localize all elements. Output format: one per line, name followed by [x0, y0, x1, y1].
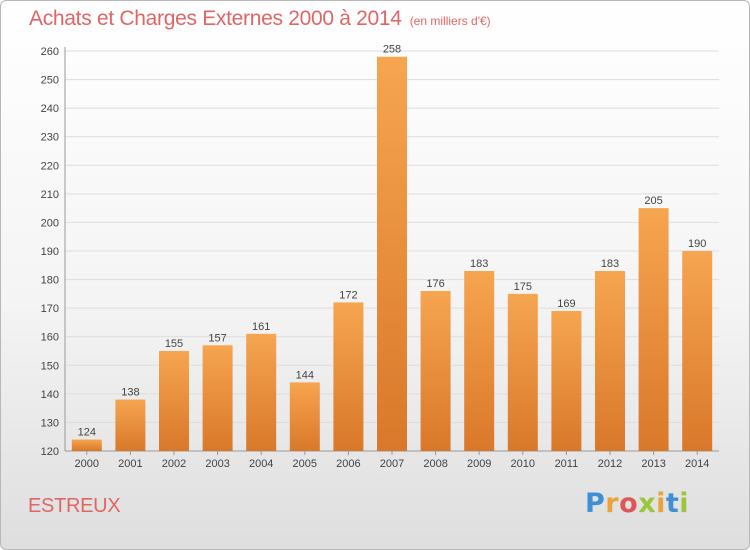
y-tick-label: 130 [41, 417, 59, 429]
proxiti-logo: Proxiti [585, 488, 689, 519]
x-tick-label: 2011 [555, 458, 579, 470]
bar-2012 [595, 271, 625, 451]
brand-letter: x [638, 488, 657, 519]
x-tick-label: 2012 [598, 458, 622, 470]
bar-2006 [333, 302, 364, 451]
x-tick-label: 2009 [467, 458, 491, 470]
x-tick-label: 2013 [641, 458, 665, 470]
y-tick-label: 180 [41, 275, 59, 287]
y-tick-label: 190 [41, 246, 59, 258]
y-tick-label: 120 [41, 446, 59, 458]
brand-letter: P [585, 488, 606, 519]
y-tick-label: 220 [41, 160, 59, 172]
x-tick-label: 2001 [118, 458, 142, 470]
data-label-2011: 169 [557, 298, 575, 310]
y-tick-label: 230 [41, 132, 59, 144]
data-label-2003: 157 [208, 332, 226, 344]
bar-2014 [682, 251, 713, 451]
bar-2004 [246, 333, 277, 451]
y-tick-label: 250 [41, 75, 59, 87]
y-tick-label: 140 [41, 389, 59, 401]
y-tick-label: 260 [41, 46, 59, 58]
y-tick-label: 150 [41, 360, 59, 372]
x-tick-label: 2006 [336, 458, 360, 470]
y-tick-label: 160 [41, 332, 59, 344]
data-label-2010: 175 [514, 281, 532, 293]
bar-2003 [202, 345, 233, 451]
data-label-2000: 124 [78, 427, 96, 439]
x-tick-label: 2010 [511, 458, 535, 470]
x-tick-label: 2014 [685, 458, 709, 470]
brand-letter: i [656, 488, 666, 519]
data-label-2012: 183 [601, 258, 619, 270]
bars [71, 56, 713, 451]
bar-2007 [377, 56, 407, 451]
data-label-2014: 190 [688, 238, 706, 250]
bar-2010 [507, 293, 538, 451]
data-label-2001: 138 [121, 387, 139, 399]
chart-subtitle: (en milliers d'€) [409, 14, 491, 28]
y-tick-label: 210 [41, 189, 59, 201]
data-label-2013: 205 [644, 195, 662, 207]
bar-2008 [420, 291, 451, 451]
bar-2013 [638, 208, 669, 451]
x-tick-label: 2003 [205, 458, 229, 470]
data-label-2005: 144 [296, 369, 314, 381]
bar-2005 [289, 382, 320, 451]
x-tick-label: 2005 [293, 458, 317, 470]
brand-letter: i [679, 488, 690, 519]
y-tick-labels: 120 130 140 150 160 170 180 190 200 210 220 230 240 2… [41, 46, 59, 458]
x-tick-labels: 2000 2001 2002 2003 2004 2005 2006 2007 2008 2009… [75, 458, 710, 470]
bar-2000 [71, 439, 102, 451]
bar-2011 [551, 311, 582, 451]
brand-letter: t [665, 488, 680, 519]
brand-letter: r [605, 488, 620, 519]
title-line: Achats et Charges Externes 2000 à 2014 (e… [29, 7, 491, 31]
x-tick-label: 2007 [380, 458, 404, 470]
y-tick-label: 200 [41, 217, 59, 229]
bar-2001 [115, 399, 146, 451]
data-label-2009: 183 [470, 258, 488, 270]
bar-2002 [159, 351, 189, 451]
data-label-2008: 176 [426, 278, 444, 290]
data-labels: 124 138 155 157 161 144 172 258 176 183 175 169 183 2… [78, 44, 707, 439]
data-label-2004: 161 [252, 321, 270, 333]
commune-name: ESTREUX [28, 495, 121, 517]
x-tick-label: 2002 [162, 458, 186, 470]
x-tick-label: 2000 [75, 458, 99, 470]
brand-letter: o [619, 488, 639, 519]
y-tick-label: 240 [41, 103, 59, 115]
x-tick-label: 2008 [423, 458, 447, 470]
data-label-2006: 172 [339, 289, 357, 301]
chart-title: Achats et Charges Externes 2000 à 2014 [29, 7, 402, 30]
y-tick-label: 170 [41, 303, 59, 315]
bar-2009 [464, 271, 495, 451]
x-tick-label: 2004 [249, 458, 273, 470]
data-label-2002: 155 [165, 338, 183, 350]
data-label-2007: 258 [383, 44, 401, 56]
